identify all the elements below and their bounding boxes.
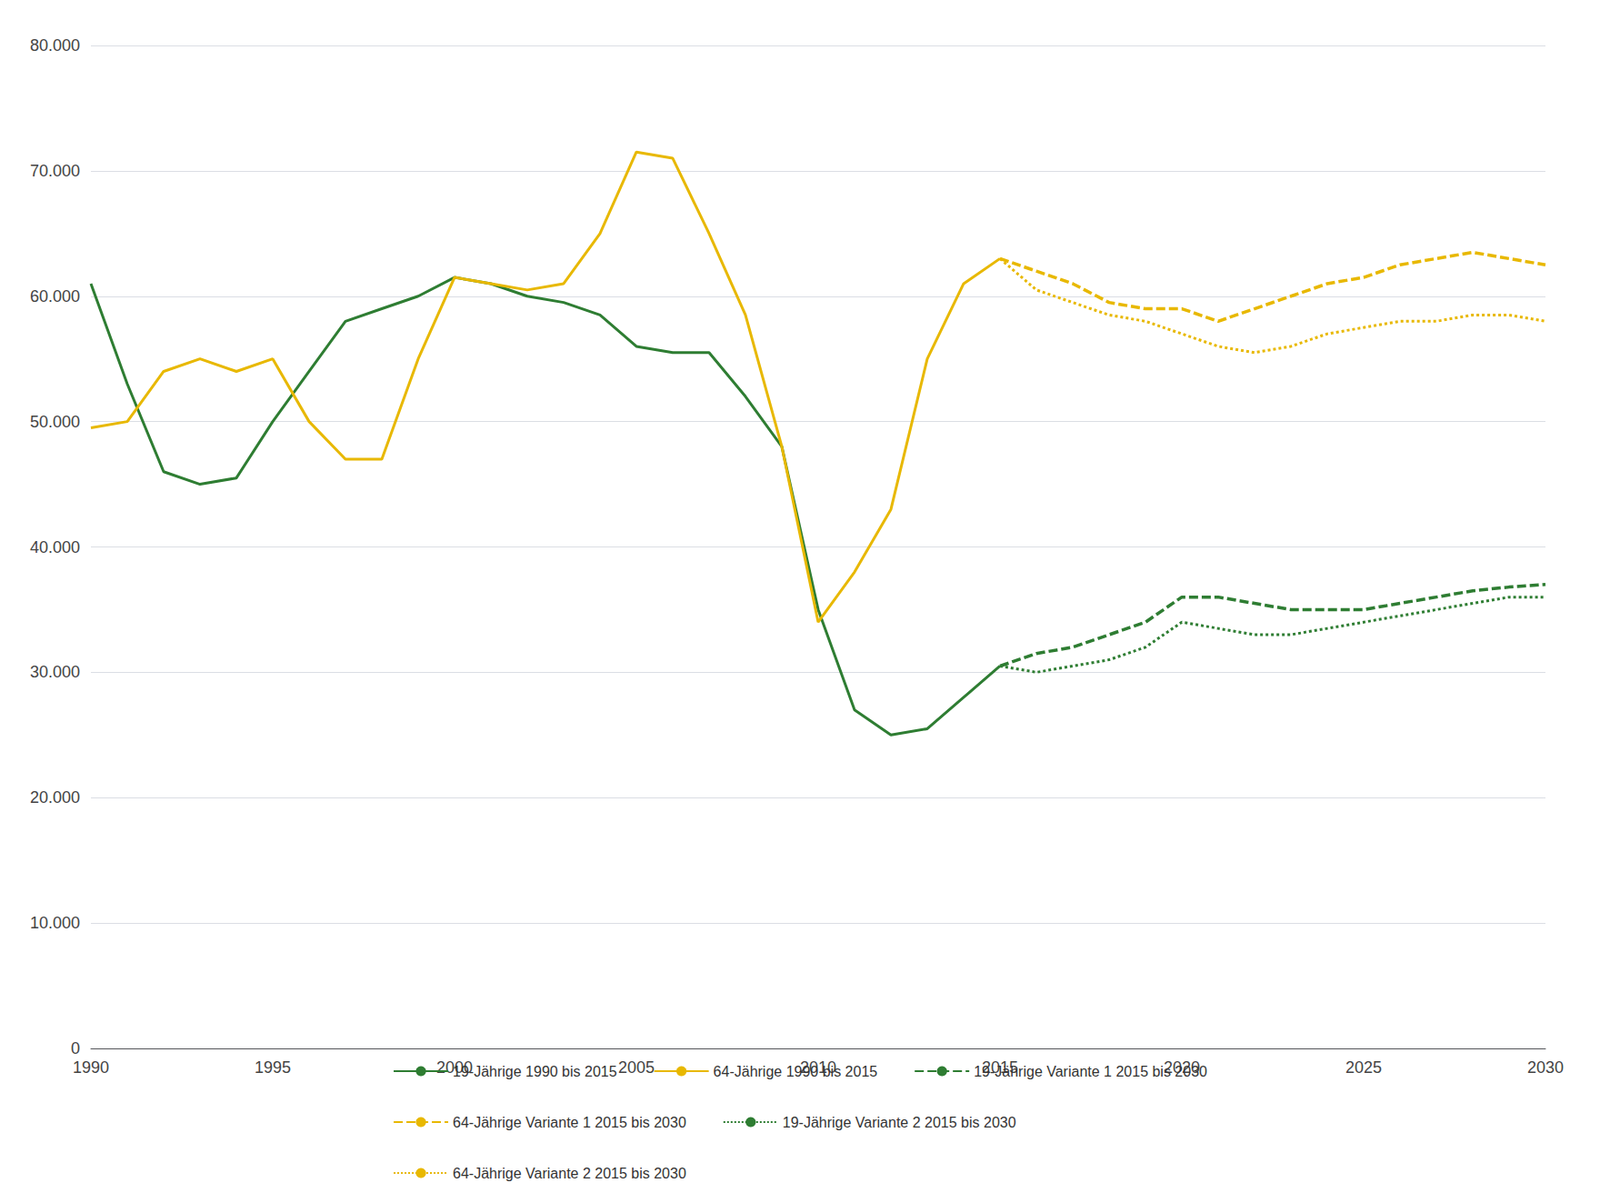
svg-text:80.000: 80.000 (30, 36, 80, 55)
svg-text:50.000: 50.000 (30, 412, 80, 431)
svg-text:2030: 2030 (1527, 1058, 1564, 1077)
svg-text:10.000: 10.000 (30, 913, 80, 932)
svg-text:0: 0 (70, 1039, 80, 1058)
svg-text:70.000: 70.000 (30, 161, 80, 180)
svg-text:1990: 1990 (72, 1058, 110, 1077)
svg-text:2025: 2025 (1345, 1058, 1382, 1077)
svg-text:1995: 1995 (254, 1058, 291, 1077)
svg-text:30.000: 30.000 (30, 662, 80, 681)
svg-text:60.000: 60.000 (30, 287, 80, 306)
svg-text:64-Jährige 1990 bis 2015: 64-Jährige 1990 bis 2015 (713, 1063, 879, 1080)
svg-text:2005: 2005 (618, 1058, 655, 1077)
svg-text:64-Jährige Variante 1 2015 bis: 64-Jährige Variante 1 2015 bis 2030 (452, 1114, 687, 1130)
svg-text:40.000: 40.000 (30, 538, 80, 557)
svg-text:19-Jährige 1990 bis 2015: 19-Jährige 1990 bis 2015 (452, 1063, 618, 1080)
svg-text:64-Jährige Variante 2 2015 bis: 64-Jährige Variante 2 2015 bis 2030 (452, 1165, 687, 1181)
svg-text:20.000: 20.000 (30, 788, 80, 807)
svg-text:19-Jährige Variante 1 2015 bis: 19-Jährige Variante 1 2015 bis 2030 (973, 1063, 1208, 1080)
svg-text:19-Jährige Variante 2 2015 bis: 19-Jährige Variante 2 2015 bis 2030 (782, 1114, 1017, 1130)
